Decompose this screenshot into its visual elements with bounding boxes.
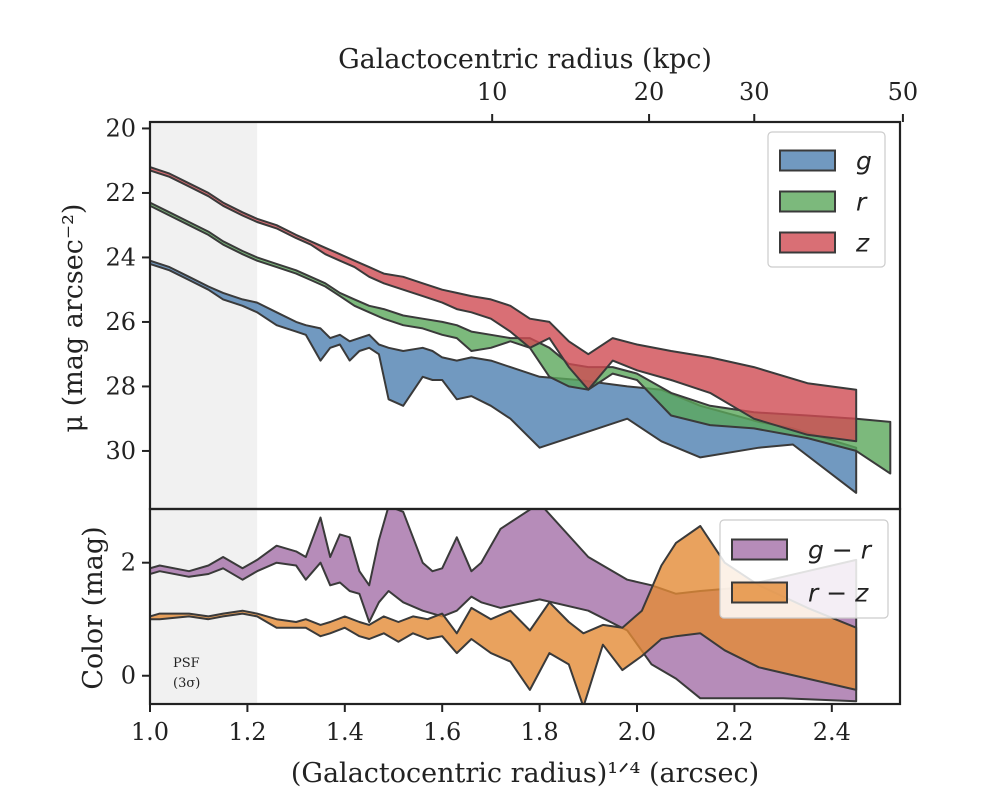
profile-y-tick-label: 30 — [105, 437, 136, 465]
color-legend-label: g − r — [808, 536, 873, 565]
profile-legend-swatch — [779, 190, 836, 213]
color-y-axis-title: Color (mag) — [78, 526, 109, 689]
x-tick-label: 1.0 — [131, 718, 169, 746]
profile-y-tick-label: 24 — [105, 243, 136, 271]
kpc-tick-label: 30 — [739, 78, 770, 106]
color-y-axis: 02 — [121, 549, 150, 690]
profile-y-axis-title: μ (mag arcsec⁻²) — [58, 204, 89, 433]
profile-band-0 — [150, 259, 858, 494]
profile-y-tick-label: 20 — [105, 114, 136, 142]
color-panel: 02 1.0 1.2 1.4 1.6 1.8 2.0 2.2 2.4 PSF (3σ) Col… — [78, 507, 902, 789]
profile-band-1 — [150, 201, 892, 475]
psf-region — [150, 122, 258, 509]
psf-label: PSF — [173, 656, 200, 671]
color-legend-swatch — [731, 581, 788, 604]
color-y-tick-label: 2 — [121, 549, 136, 577]
color-y-tick-label: 0 — [121, 662, 136, 690]
x-tick-label: 1.6 — [423, 718, 461, 746]
profile-legend: grz — [767, 131, 886, 268]
profile-band-2 — [150, 166, 858, 443]
color-series-layer — [150, 509, 858, 704]
x-tick-label: 2.0 — [618, 718, 656, 746]
color-legend: g − r r − z — [719, 519, 889, 619]
profile-y-tick-label: 26 — [105, 308, 136, 336]
color-panel-frame — [148, 507, 902, 706]
kpc-tick-label: 50 — [888, 78, 919, 106]
profile-legend-label: g — [856, 147, 872, 176]
kpc-axis-title: Galactocentric radius (kpc) — [338, 44, 712, 75]
x-tick-label: 2.2 — [715, 718, 753, 746]
color-band-0 — [150, 509, 858, 703]
psf-sigma-label: (3σ) — [173, 676, 200, 691]
profile-legend-swatch — [779, 149, 836, 172]
kpc-tick-label: 20 — [634, 78, 665, 106]
x-tick-label: 1.8 — [521, 718, 559, 746]
kpc-top-axis: 1020305075100150200 — [477, 78, 919, 122]
color-legend-swatch — [731, 538, 788, 561]
profile-legend-swatch — [779, 231, 836, 254]
color-legend-label: r − z — [808, 579, 869, 608]
profile-y-tick-label: 22 — [105, 179, 136, 207]
x-tick-label: 2.4 — [813, 718, 851, 746]
profile-series-layer — [150, 166, 892, 494]
profile-y-tick-label: 28 — [105, 372, 136, 400]
color-band-1 — [150, 525, 858, 704]
psf-region-color — [150, 509, 258, 704]
profile-legend-label: r — [856, 188, 868, 217]
kpc-tick-label: 10 — [477, 78, 508, 106]
x-tick-label: 1.2 — [228, 718, 266, 746]
x-tick-label: 1.4 — [326, 718, 364, 746]
profile-legend-label: z — [855, 229, 870, 258]
x-axis-title: (Galactocentric radius)¹ᐟ⁴ (arcsec) — [291, 758, 759, 789]
profile-y-axis: 20 22 24 26 28 30 — [105, 114, 150, 465]
color-x-axis: 1.0 1.2 1.4 1.6 1.8 2.0 2.2 2.4 — [131, 704, 851, 746]
